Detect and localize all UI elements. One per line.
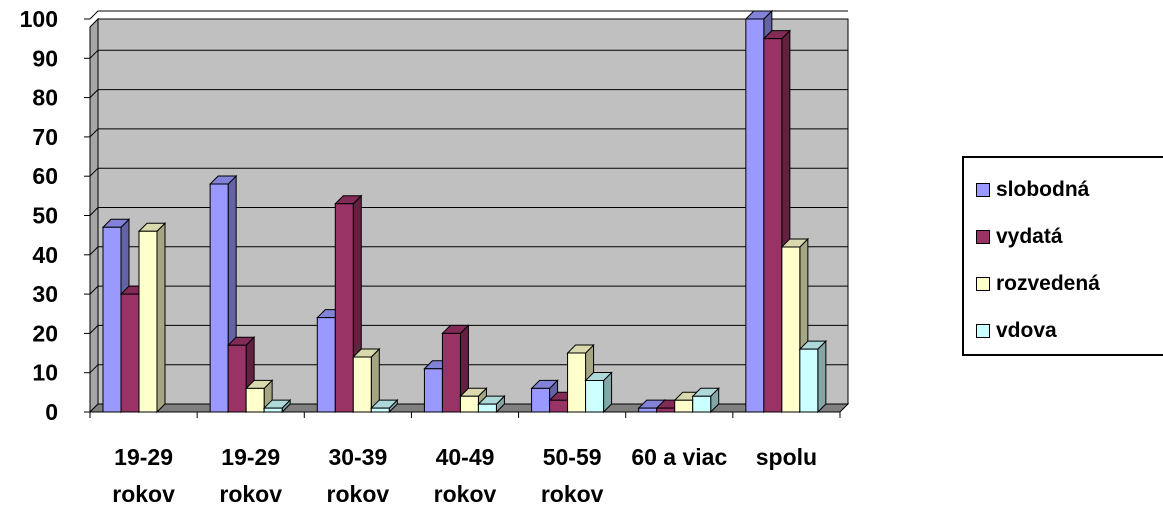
legend-item-rozvedena: rozvedená (976, 272, 1100, 296)
bar-face (138, 230, 158, 413)
bar-face (423, 368, 443, 413)
y-tick-label: 40 (32, 242, 58, 268)
y-tick-label: 20 (32, 320, 58, 346)
legend-swatch (976, 277, 990, 291)
gridline (89, 10, 848, 20)
bar (137, 222, 167, 414)
gridline (89, 49, 848, 59)
y-tick-label: 60 (32, 163, 58, 189)
legend-swatch (976, 230, 990, 244)
x-tick-label: 40-49 (436, 444, 495, 470)
gridline (89, 285, 848, 295)
bar-face (567, 352, 587, 413)
legend-label: rozvedená (996, 272, 1100, 295)
bar-face (781, 246, 801, 413)
y-tick-label: 50 (32, 203, 58, 229)
y-tick-label: 0 (45, 399, 58, 425)
bar (352, 347, 381, 414)
bar-face (156, 222, 166, 414)
bar (584, 371, 613, 414)
x-tick-label: rokov (434, 481, 497, 506)
bar-face (120, 293, 140, 413)
y-tick-label: 80 (32, 85, 58, 111)
legend-item-vdova: vdova (976, 319, 1057, 343)
y-tick-label: 30 (32, 281, 58, 307)
gridline (89, 324, 848, 334)
bar-face (245, 387, 265, 413)
legend-item-vydata: vydatá (976, 225, 1063, 249)
bar-face (763, 38, 783, 413)
x-tick-label: 30-39 (328, 444, 387, 470)
x-tick-label: rokov (327, 481, 390, 506)
bar (798, 339, 828, 414)
legend: slobodná vydatá rozvedená vdova (962, 156, 1163, 356)
bar (370, 398, 399, 414)
gridline (89, 89, 848, 98)
plot-side-wall (89, 17, 99, 414)
y-tick-label: 100 (20, 6, 58, 32)
x-tick-label: 19-29 (221, 444, 280, 470)
y-tick-label: 10 (32, 360, 58, 386)
legend-label: slobodná (996, 178, 1090, 201)
gridline (89, 128, 848, 138)
bar-face (316, 317, 336, 413)
x-tick-label: 60 a viac (631, 444, 727, 470)
bar-face (459, 395, 479, 413)
bar-face (638, 407, 658, 413)
gridline (89, 167, 848, 177)
bar-face (585, 380, 605, 413)
bar-face (441, 332, 461, 413)
bar-face (227, 344, 247, 413)
bar-face (334, 203, 354, 413)
bar-face (656, 407, 676, 413)
x-tick-label: rokov (219, 481, 282, 506)
legend-label: vdova (996, 319, 1057, 342)
bar-face (209, 183, 229, 413)
bar-chart: 0 10 20 30 40 50 60 70 80 90 100 19-29 rokov 19-29 rok… (20, 6, 850, 506)
bar-face (799, 348, 819, 413)
bar-face (263, 407, 283, 413)
bar-face (477, 403, 497, 413)
bar-face (531, 387, 551, 413)
legend-item-slobodna: slobodná (976, 178, 1089, 202)
x-tick-label: 19-29 (114, 444, 173, 470)
bar-face (370, 407, 390, 413)
y-tick-label: 90 (32, 45, 58, 71)
legend-swatch (976, 183, 990, 197)
x-tick-label: spolu (756, 444, 817, 470)
bar-face (745, 18, 765, 413)
x-tick-label: 50-59 (543, 444, 602, 470)
bar-face (549, 399, 569, 413)
bar-face (674, 399, 694, 413)
bar-face (352, 356, 372, 413)
bar (477, 394, 506, 414)
legend-swatch (976, 324, 990, 338)
bar (262, 398, 292, 414)
legend-label: vydatá (996, 225, 1063, 248)
y-tick-label: 70 (32, 124, 58, 150)
gridline (89, 364, 848, 374)
bar-face (817, 339, 827, 414)
gridline (89, 207, 848, 216)
bar-face (692, 395, 712, 413)
bar (691, 387, 720, 414)
x-tick-label: rokov (541, 481, 604, 506)
x-tick-label: rokov (112, 481, 175, 506)
gridline (89, 246, 848, 256)
bar-face (102, 226, 122, 413)
